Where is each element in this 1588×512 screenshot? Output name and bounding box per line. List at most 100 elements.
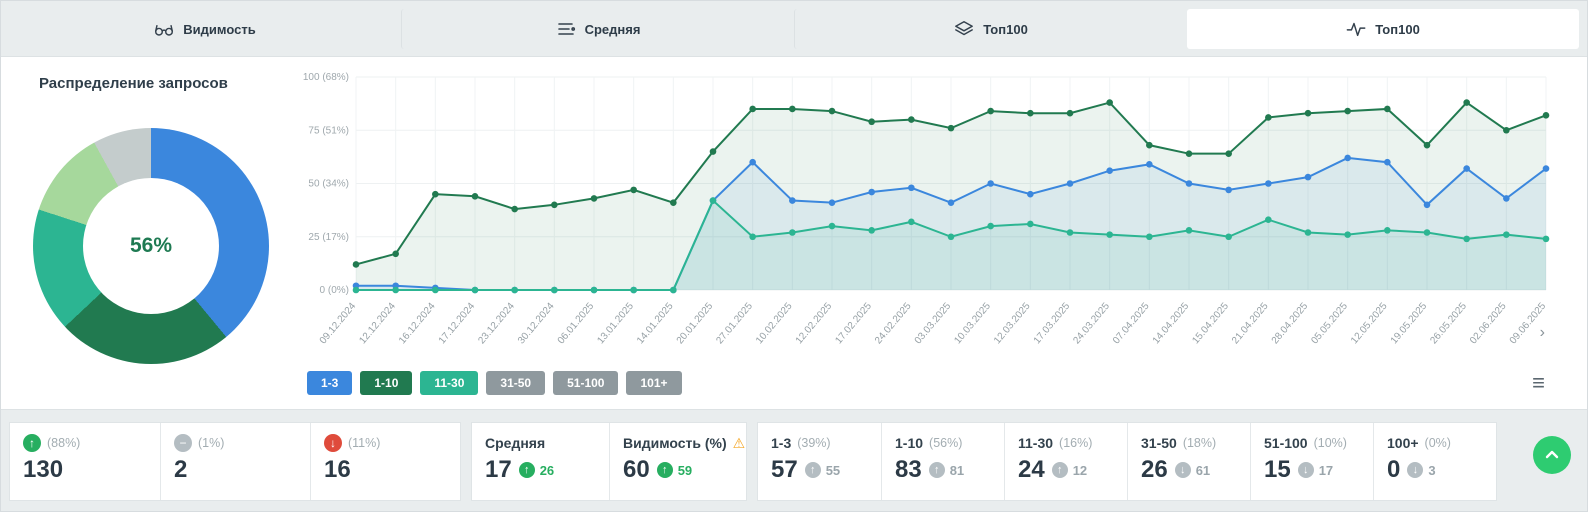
stat-value: 17 <box>485 456 512 483</box>
svg-text:15.04.2025: 15.04.2025 <box>1190 301 1231 347</box>
stat-delta: ↓ 3 <box>1407 462 1436 479</box>
tab-label: Средняя <box>584 21 641 37</box>
stat-card-31-50[interactable]: 31-50 (18%) 26 ↓ 61 <box>1127 423 1250 500</box>
svg-text:20.01.2025: 20.01.2025 <box>675 301 716 347</box>
scroll-to-top-button[interactable] <box>1533 436 1571 474</box>
activity-icon <box>1346 22 1366 37</box>
stat-delta-value: 12 <box>1072 462 1088 478</box>
stat-card[interactable]: − (1%) 2 <box>160 423 310 500</box>
chart-legend: 1-3 1-10 11-30 31-50 51-100 101+ ≡ <box>301 365 1587 395</box>
svg-text:09.12.2024: 09.12.2024 <box>318 301 359 347</box>
svg-text:50 (34%): 50 (34%) <box>308 179 349 190</box>
tab-average[interactable]: Средняя <box>401 9 794 49</box>
stat-card-11-30[interactable]: 11-30 (16%) 24 ↑ 12 <box>1004 423 1127 500</box>
tab-visibility[interactable]: Видимость <box>9 9 401 49</box>
tab-label: Топ100 <box>1375 21 1420 37</box>
stat-delta-value: 81 <box>949 462 965 478</box>
svg-text:12.05.2025: 12.05.2025 <box>1349 301 1390 347</box>
svg-text:21.04.2025: 21.04.2025 <box>1230 301 1271 347</box>
stat-card-Видимость (%)[interactable]: Видимость (%) ⚠ 60 ↑ 59 <box>609 423 746 500</box>
svg-text:24.02.2025: 24.02.2025 <box>873 301 914 347</box>
donut-center-value: 56% <box>83 178 219 314</box>
stat-percent: (10%) <box>1313 436 1347 450</box>
up-circle-icon: ↑ <box>1051 462 1068 479</box>
glasses-icon <box>155 25 174 36</box>
up-circle-icon: ↑ <box>928 462 945 479</box>
stat-card-51-100[interactable]: 51-100 (10%) 15 ↓ 17 <box>1250 423 1373 500</box>
down-circle-icon: ↓ <box>324 434 342 452</box>
svg-text:16.12.2024: 16.12.2024 <box>397 301 438 347</box>
down-circle-icon: ↓ <box>1407 462 1424 479</box>
chart-menu-icon[interactable]: ≡ <box>1532 370 1545 395</box>
stat-label: 11-30 <box>1018 435 1054 451</box>
up-circle-icon: ↑ <box>656 462 673 479</box>
main-area: Распределение запросов 56% 0 (0%) 25 (17%… <box>1 57 1587 409</box>
legend-button-1-10[interactable]: 1-10 <box>360 371 413 395</box>
chart-scroll-right-icon[interactable]: › <box>1539 324 1545 341</box>
stat-value: 57 <box>771 456 798 483</box>
tab-label: Видимость <box>183 21 256 37</box>
stat-label: Средняя <box>485 435 546 451</box>
stat-value: 60 <box>623 456 650 483</box>
stat-label: 100+ <box>1387 435 1419 451</box>
svg-text:0 (0%): 0 (0%) <box>320 285 349 296</box>
svg-text:27.01.2025: 27.01.2025 <box>714 301 755 347</box>
stat-value: 130 <box>23 456 64 483</box>
svg-text:25 (17%): 25 (17%) <box>308 232 349 243</box>
svg-text:07.04.2025: 07.04.2025 <box>1111 301 1152 347</box>
up-circle-icon: ↑ <box>518 462 535 479</box>
stat-value: 0 <box>1387 456 1401 483</box>
stat-percent: (0%) <box>1424 436 1451 450</box>
svg-text:12.02.2025: 12.02.2025 <box>794 301 835 347</box>
tab-top100-activity[interactable]: Топ100 <box>1187 9 1579 49</box>
distribution-donut-chart: 56% <box>33 128 269 364</box>
stat-delta-value: 26 <box>539 462 555 478</box>
svg-text:03.03.2025: 03.03.2025 <box>913 301 954 347</box>
svg-text:14.04.2025: 14.04.2025 <box>1151 301 1192 347</box>
down-circle-icon: ↓ <box>1174 462 1191 479</box>
stat-percent: (88%) <box>47 436 81 450</box>
stat-card-Средняя[interactable]: Средняя 17 ↑ 26 <box>472 423 609 500</box>
legend-button-101+[interactable]: 101+ <box>626 371 682 395</box>
svg-text:05.05.2025: 05.05.2025 <box>1309 301 1350 347</box>
svg-text:12.12.2024: 12.12.2024 <box>357 301 398 347</box>
svg-text:24.03.2025: 24.03.2025 <box>1071 301 1112 347</box>
layers-icon <box>955 21 974 36</box>
stat-label: 51-100 <box>1264 435 1308 451</box>
svg-text:12.03.2025: 12.03.2025 <box>992 301 1033 347</box>
summary-stats-bar: ↑ (88%) 130− (1%) 2 ↓ (11%) 16 Средняя 17 ↑ 26 Видим… <box>1 409 1587 511</box>
stat-value: 2 <box>174 456 188 483</box>
query-distribution-panel: Распределение запросов 56% <box>1 57 301 409</box>
legend-button-31-50[interactable]: 31-50 <box>486 371 546 395</box>
stat-card-100+[interactable]: 100+ (0%) 0 ↓ 3 <box>1373 423 1496 500</box>
stat-card[interactable]: ↓ (11%) 16 <box>310 423 460 500</box>
svg-text:17.12.2024: 17.12.2024 <box>437 301 478 347</box>
svg-text:26.05.2025: 26.05.2025 <box>1428 301 1469 347</box>
stat-delta-value: 59 <box>677 462 693 478</box>
stat-card[interactable]: ↑ (88%) 130 <box>10 423 160 500</box>
stat-delta: ↓ 17 <box>1297 462 1333 479</box>
stat-percent: (16%) <box>1059 436 1093 450</box>
positions-line-chart: 0 (0%) 25 (17%) 50 (34%) 75 (51%) 100 (68%) 0… <box>303 72 1550 347</box>
stat-percent: (11%) <box>348 436 381 450</box>
svg-text:13.01.2025: 13.01.2025 <box>595 301 636 347</box>
legend-button-11-30[interactable]: 11-30 <box>420 371 479 395</box>
stat-label: 1-3 <box>771 435 792 451</box>
up-circle-icon: ↑ <box>23 434 41 452</box>
svg-text:10.02.2025: 10.02.2025 <box>754 301 795 347</box>
stat-delta-value: 55 <box>825 462 841 478</box>
legend-button-1-3[interactable]: 1-3 <box>307 371 353 395</box>
tab-top100-layers[interactable]: Топ100 <box>794 9 1187 49</box>
stat-delta-value: 61 <box>1195 462 1211 478</box>
stat-card-1-3[interactable]: 1-3 (39%) 57 ↑ 55 <box>758 423 881 500</box>
stat-delta: ↑ 81 <box>928 462 965 479</box>
stat-delta: ↑ 55 <box>804 462 841 479</box>
stat-value: 16 <box>324 456 351 483</box>
stat-percent: (39%) <box>797 436 831 450</box>
chevron-up-icon <box>1545 450 1559 459</box>
stats-group-2: Средняя 17 ↑ 26 Видимость (%) ⚠ 60 ↑ 59 <box>471 422 747 501</box>
svg-text:10.03.2025: 10.03.2025 <box>952 301 993 347</box>
legend-button-51-100[interactable]: 51-100 <box>553 371 619 395</box>
stat-card-1-10[interactable]: 1-10 (56%) 83 ↑ 81 <box>881 423 1004 500</box>
